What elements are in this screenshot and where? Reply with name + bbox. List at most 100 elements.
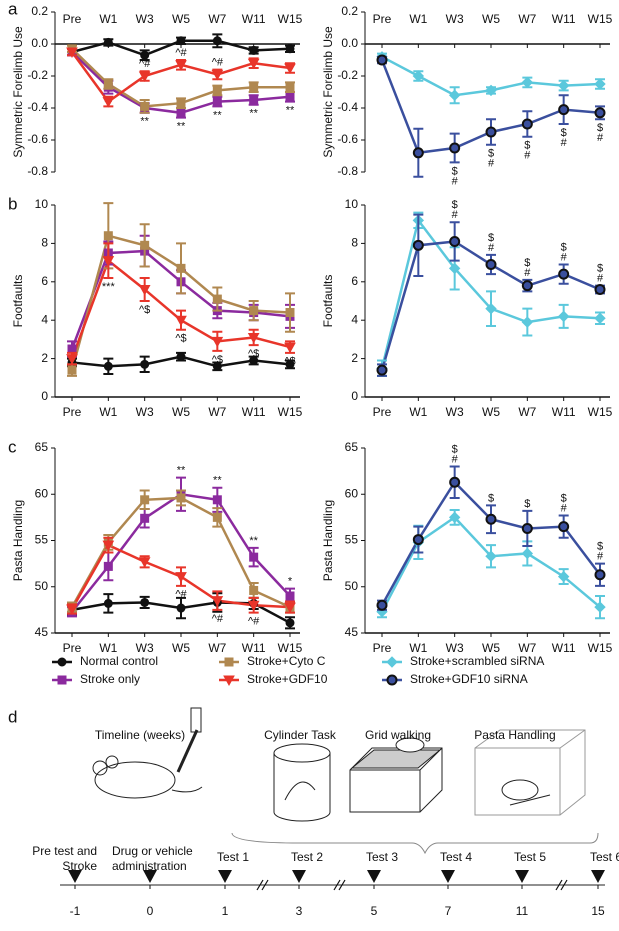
- y-tick-label: 0.2: [341, 4, 358, 18]
- y-tick-label: 55: [345, 533, 359, 547]
- point: [249, 95, 259, 105]
- y-tick-label: -0.2: [337, 68, 358, 82]
- point: [521, 522, 533, 534]
- significance-mark: $: [524, 498, 530, 510]
- point: [412, 239, 424, 251]
- y-tick-label: 60: [345, 486, 359, 500]
- significance-mark: **: [249, 108, 258, 120]
- point: [102, 97, 115, 108]
- point: [103, 79, 113, 89]
- significance-mark: $: [524, 257, 530, 269]
- x-tick-label: W5: [172, 12, 190, 26]
- y-axis-label: Footfaults: [321, 275, 335, 328]
- point: [212, 361, 222, 371]
- point: [521, 316, 534, 328]
- significance-mark: $: [524, 140, 530, 152]
- point: [557, 79, 570, 92]
- point: [485, 550, 497, 562]
- significance-mark: ^#: [248, 45, 260, 57]
- point: [594, 569, 606, 581]
- x-tick-label: W11: [552, 12, 576, 26]
- x-tick-label: W7: [518, 12, 536, 26]
- significance-mark: $: [488, 232, 494, 244]
- y-tick-label: 55: [35, 533, 49, 547]
- chart: 45 50 55 60 65 Pasta Handling Pre W1 W3 W5 W7 W11 W1…: [321, 440, 612, 655]
- x-tick-label: W5: [482, 405, 500, 419]
- panel-label: a: [8, 0, 18, 18]
- significance-mark: ^$: [248, 348, 259, 360]
- point: [175, 315, 187, 327]
- x-tick-label: W7: [208, 641, 226, 655]
- y-tick-label: 60: [35, 486, 49, 500]
- point: [138, 71, 151, 83]
- significance-mark: ^#: [212, 57, 224, 69]
- y-tick-label: 10: [345, 197, 359, 211]
- x-tick-label: W3: [446, 641, 464, 655]
- legend-entry: Stroke+Cyto C: [247, 654, 326, 668]
- point: [449, 142, 461, 154]
- y-tick-label: 45: [345, 625, 359, 639]
- legend-entry: Stroke+scrambled siRNA: [410, 654, 544, 668]
- point: [140, 495, 150, 505]
- point: [212, 97, 222, 107]
- event-arrow: [441, 870, 455, 883]
- event-label: Test 5: [514, 850, 546, 864]
- y-tick-label: 50: [345, 579, 359, 593]
- point: [249, 45, 259, 55]
- legend-marker: [57, 657, 67, 667]
- x-tick-label: W1: [409, 641, 427, 655]
- event-label: Test 1: [217, 850, 249, 864]
- significance-mark: **: [177, 121, 186, 133]
- legend-marker: [223, 675, 235, 687]
- point: [212, 495, 222, 505]
- point: [247, 600, 260, 612]
- significance-mark: ***: [102, 281, 116, 293]
- timeline-tick-label: 1: [222, 904, 229, 918]
- point: [102, 256, 115, 267]
- point: [521, 547, 534, 560]
- y-tick-label: 8: [41, 236, 48, 250]
- point: [138, 557, 151, 568]
- point: [176, 36, 186, 46]
- y-tick-label: -0.6: [337, 132, 358, 146]
- event-label: Test 6: [590, 850, 619, 864]
- x-tick-label: Pre: [373, 12, 392, 26]
- legend-marker: [57, 675, 67, 685]
- legend-entry: Stroke+GDF10: [247, 672, 328, 686]
- significance-mark: *: [288, 576, 293, 588]
- point: [594, 107, 606, 119]
- timeline-title: Timeline (weeks): [95, 728, 185, 742]
- point: [449, 476, 461, 488]
- significance-mark: **: [213, 475, 222, 487]
- point: [249, 585, 259, 595]
- point: [558, 268, 570, 280]
- point: [285, 618, 295, 628]
- significance-mark: $: [561, 241, 567, 253]
- point: [102, 540, 115, 552]
- y-tick-label: 0.2: [31, 4, 48, 18]
- y-tick-label: 0.0: [341, 36, 358, 50]
- point: [485, 84, 497, 97]
- point: [212, 294, 222, 304]
- point: [448, 262, 461, 275]
- point: [376, 364, 388, 376]
- point: [249, 306, 259, 316]
- legend-entry: Stroke only: [80, 672, 140, 686]
- x-tick-label: W15: [588, 641, 613, 655]
- x-tick-label: W11: [242, 12, 266, 26]
- significance-mark: #: [561, 251, 568, 263]
- point: [66, 604, 78, 615]
- point: [66, 354, 78, 365]
- point: [285, 591, 295, 601]
- point: [449, 235, 461, 247]
- x-tick-label: W3: [136, 12, 154, 26]
- significance-mark: #: [597, 273, 604, 285]
- event-arrow: [68, 870, 82, 883]
- event-arrow: [292, 870, 306, 883]
- x-tick-label: Pre: [63, 12, 82, 26]
- timeline-tick-label: 0: [147, 904, 154, 918]
- legend-entry: Stroke+GDF10 siRNA: [410, 672, 528, 686]
- point: [249, 552, 259, 562]
- y-axis-label: Pasta Handling: [321, 500, 335, 581]
